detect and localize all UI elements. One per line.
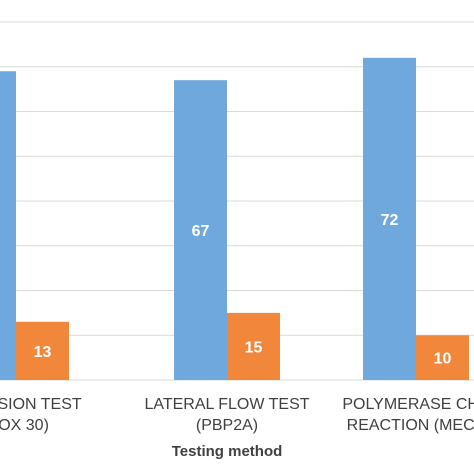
category-label: DIFFUSION TEST (0, 396, 82, 413)
x-axis-title: Testing method (172, 443, 283, 460)
category-label: POLYMERASE CHA (342, 396, 474, 413)
category-label: (FOX 30) (0, 417, 49, 434)
data-label: 10 (434, 351, 452, 368)
bar (174, 80, 227, 381)
bars (0, 57, 469, 381)
bar (16, 321, 69, 380)
data-label: 72 (381, 212, 399, 229)
bar (0, 71, 16, 380)
bar (227, 312, 280, 380)
bar (416, 335, 469, 380)
data-labels: 696772131510 (34, 212, 452, 368)
data-label: 13 (34, 344, 52, 361)
category-labels: DIFFUSION TEST (FOX 30) LATERAL FLOW TEST (… (0, 396, 474, 434)
category-label: LATERAL FLOW TEST (144, 396, 309, 413)
bar (363, 57, 416, 381)
data-label: 67 (192, 223, 210, 240)
data-label: 15 (245, 339, 263, 356)
gridlines (0, 21, 474, 336)
category-label: (PBP2A) (196, 417, 258, 434)
category-label: REACTION (MECA (347, 417, 474, 434)
